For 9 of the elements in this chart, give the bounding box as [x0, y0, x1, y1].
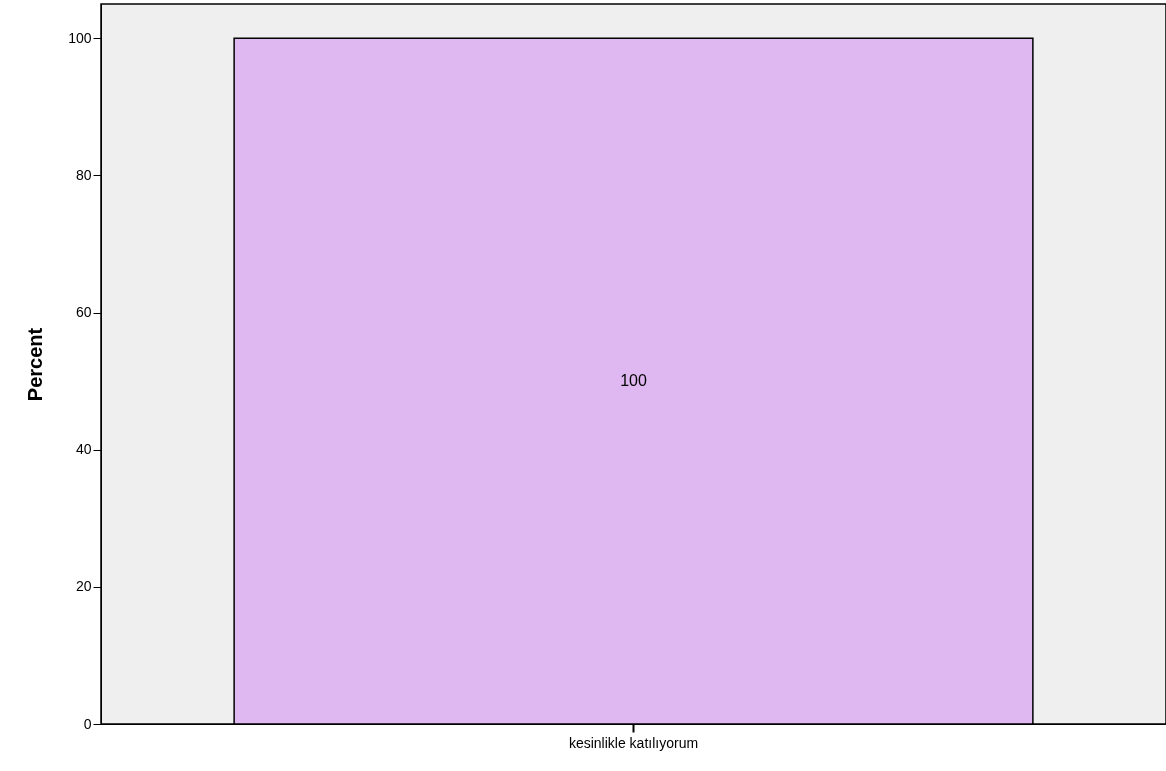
y-axis-title: Percent [24, 327, 47, 402]
y-tick-label: 40 [75, 441, 92, 458]
x-tick-label: kesinlikle katılıyorum [568, 734, 699, 751]
y-tick-label: 20 [75, 578, 92, 595]
y-tick-label: 80 [75, 166, 92, 183]
data-label: 100 [620, 372, 647, 390]
y-tick-label: 0 [83, 715, 92, 732]
y-tick-label: 100 [68, 29, 92, 46]
y-tick-label: 60 [75, 304, 92, 321]
